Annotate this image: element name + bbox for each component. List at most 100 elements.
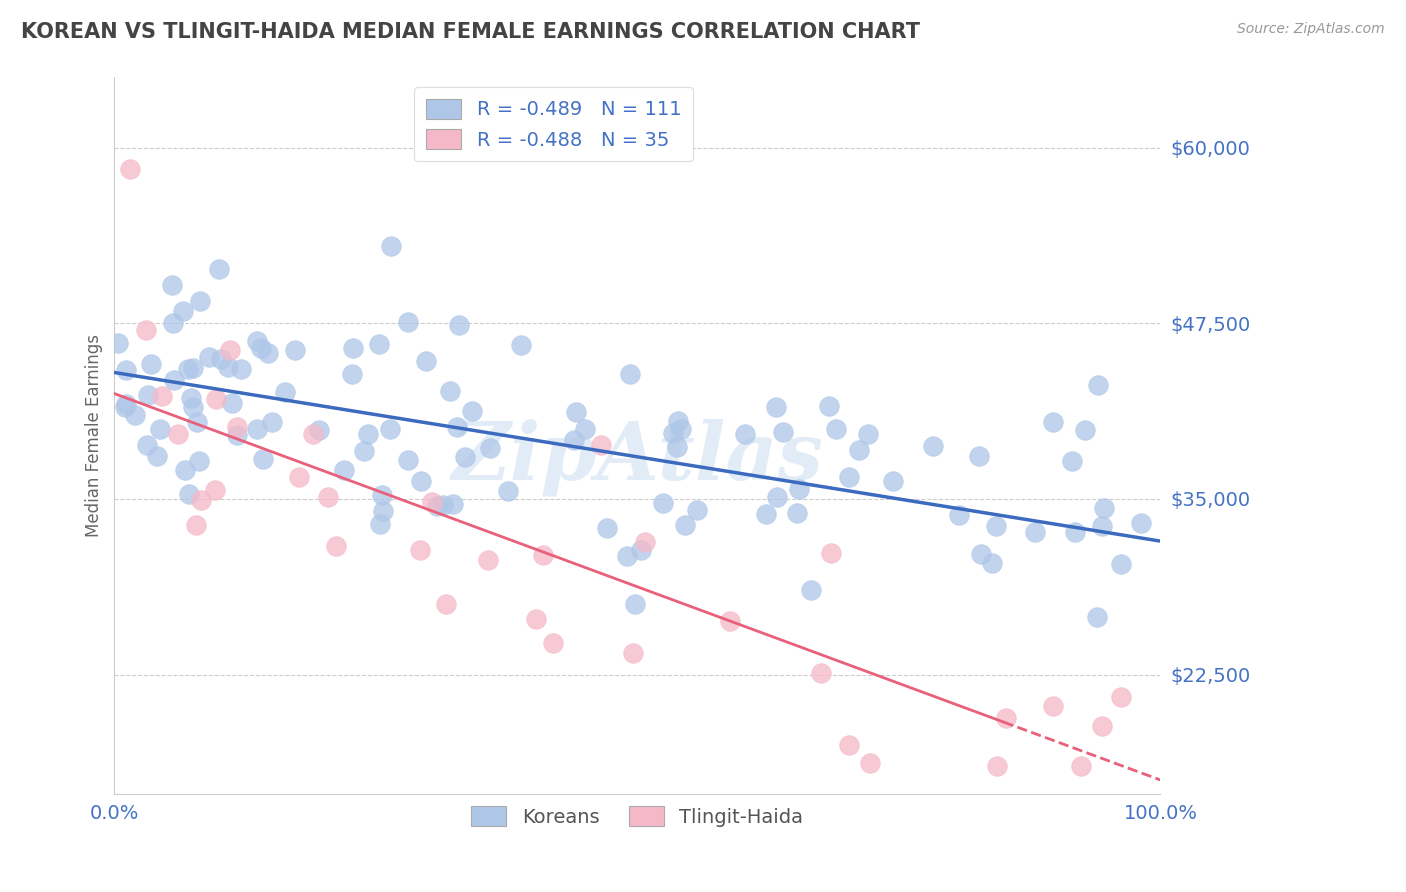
Point [1109, 690, 1132, 705]
Point [1042, 415, 1064, 429]
Point [246, 422, 269, 436]
Point [838, 738, 860, 752]
Point [1092, 500, 1115, 515]
Point [820, 546, 842, 560]
Point [848, 443, 870, 458]
Point [409, 474, 432, 488]
Point [225, 427, 247, 442]
Point [838, 470, 860, 484]
Point [415, 354, 437, 368]
Point [368, 517, 391, 532]
Point [219, 343, 242, 357]
Point [229, 361, 252, 376]
Point [446, 420, 468, 434]
Point [184, 517, 207, 532]
Point [510, 338, 533, 352]
Point [205, 392, 228, 406]
Point [252, 451, 274, 466]
Point [107, 335, 129, 350]
Point [1087, 377, 1109, 392]
Point [1060, 453, 1083, 467]
Point [970, 548, 993, 562]
Point [174, 463, 197, 477]
Point [948, 508, 970, 522]
Point [922, 439, 945, 453]
Point [172, 303, 194, 318]
Point [124, 408, 146, 422]
Point [787, 482, 810, 496]
Text: KOREAN VS TLINGIT-HAIDA MEDIAN FEMALE EARNINGS CORRELATION CHART: KOREAN VS TLINGIT-HAIDA MEDIAN FEMALE EA… [21, 22, 920, 42]
Y-axis label: Median Female Earnings: Median Female Earnings [86, 334, 103, 537]
Point [368, 336, 391, 351]
Point [755, 508, 778, 522]
Point [1111, 558, 1133, 572]
Point [616, 549, 638, 564]
Point [1085, 609, 1108, 624]
Point [454, 450, 477, 464]
Point [209, 352, 232, 367]
Point [150, 389, 173, 403]
Point [149, 422, 172, 436]
Point [426, 500, 449, 514]
Point [1042, 698, 1064, 713]
Point [197, 350, 219, 364]
Point [167, 426, 190, 441]
Point [574, 421, 596, 435]
Point [981, 556, 1004, 570]
Point [786, 507, 808, 521]
Point [479, 441, 502, 455]
Point [967, 449, 990, 463]
Point [818, 400, 841, 414]
Point [995, 711, 1018, 725]
Point [422, 494, 444, 508]
Point [1064, 524, 1087, 539]
Point [498, 484, 520, 499]
Point [662, 426, 685, 441]
Point [810, 665, 832, 680]
Point [666, 440, 689, 454]
Point [186, 415, 208, 429]
Point [766, 490, 789, 504]
Point [686, 503, 709, 517]
Point [325, 539, 347, 553]
Point [800, 583, 823, 598]
Point [217, 359, 239, 374]
Point [139, 358, 162, 372]
Point [181, 401, 204, 415]
Point [371, 488, 394, 502]
Point [409, 542, 432, 557]
Point [619, 367, 641, 381]
Point [274, 384, 297, 399]
Point [765, 400, 787, 414]
Point [260, 415, 283, 429]
Point [190, 293, 212, 308]
Point [565, 405, 588, 419]
Point [859, 756, 882, 771]
Point [301, 426, 323, 441]
Point [136, 387, 159, 401]
Point [882, 474, 904, 488]
Point [357, 426, 380, 441]
Point [541, 636, 564, 650]
Point [160, 277, 183, 292]
Point [673, 517, 696, 532]
Point [163, 373, 186, 387]
Point [1130, 516, 1153, 530]
Point [288, 470, 311, 484]
Point [449, 318, 471, 332]
Point [332, 463, 354, 477]
Point [340, 368, 363, 382]
Point [246, 334, 269, 348]
Point [114, 400, 136, 414]
Point [1070, 759, 1092, 773]
Point [181, 360, 204, 375]
Point [1074, 423, 1097, 437]
Point [772, 425, 794, 440]
Point [621, 646, 644, 660]
Point [461, 404, 484, 418]
Point [666, 414, 689, 428]
Point [316, 490, 339, 504]
Point [114, 397, 136, 411]
Point [221, 396, 243, 410]
Point [734, 426, 756, 441]
